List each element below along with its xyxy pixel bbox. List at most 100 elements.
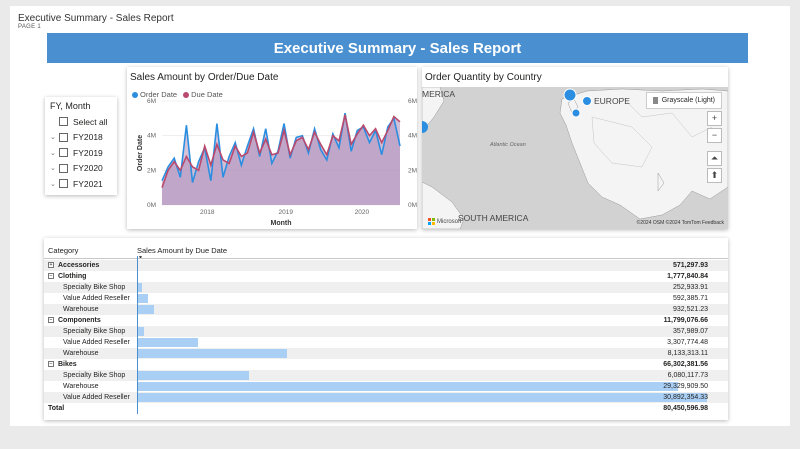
map-label-america: MERICA xyxy=(422,89,456,99)
slicer-title: FY, Month xyxy=(50,101,91,111)
map-attribution[interactable]: ©2024 OSM ©2024 TomTom Feedback xyxy=(636,220,724,226)
data-bar xyxy=(137,305,155,314)
y-tick-label-left: 4M xyxy=(147,133,156,140)
data-bar xyxy=(137,338,199,347)
row-value: 8,133,313.11 xyxy=(667,350,708,357)
microsoft-logo: Microsoft xyxy=(428,218,461,225)
legend-due-date[interactable]: Due Date xyxy=(183,90,223,99)
row-value: 11,799,076.66 xyxy=(663,317,708,324)
data-bar xyxy=(137,382,679,391)
table-row[interactable]: Warehouse 8,133,313.11 xyxy=(44,348,728,359)
table-row[interactable]: Value Added Reseller 3,307,774.48 xyxy=(44,337,728,348)
map-bubble xyxy=(582,96,592,106)
y-tick-label-left: 2M xyxy=(147,167,156,174)
compass-icon[interactable]: ⬆ xyxy=(707,168,722,183)
slicer-item-fy2019[interactable]: ⌄ FY2019 xyxy=(50,145,112,161)
table-row[interactable]: Value Added Reseller 592,385.71 xyxy=(44,293,728,304)
row-label: Specialty Bike Shop xyxy=(63,284,126,291)
data-bar xyxy=(137,371,250,380)
sales-matrix[interactable]: Category Sales Amount by Due Date ▼ +Acc… xyxy=(44,238,728,420)
table-row[interactable]: Specialty Bike Shop 252,933.91 xyxy=(44,282,728,293)
country-map[interactable]: Order Quantity by Country MERICA EUROPE … xyxy=(422,67,728,229)
y-tick-label-left: 0M xyxy=(147,202,156,209)
row-value: 252,933.91 xyxy=(672,284,708,291)
data-bar xyxy=(137,349,288,358)
expand-icon[interactable]: + xyxy=(48,262,54,269)
row-label: − Components xyxy=(48,317,101,324)
y-axis-label: Order Date xyxy=(137,135,144,171)
column-divider xyxy=(137,256,138,414)
y-tick-label-right: 2M xyxy=(408,167,417,174)
table-row[interactable]: Value Added Reseller 30,892,354.33 xyxy=(44,392,728,403)
page-label: PAGE 1 xyxy=(18,24,42,30)
checkbox[interactable] xyxy=(59,148,68,158)
table-row[interactable]: Warehouse 932,521.23 xyxy=(44,304,728,315)
x-tick-label: 2018 xyxy=(200,209,215,216)
slicer-item-select-all[interactable]: Select all xyxy=(50,114,112,130)
zoom-in-icon[interactable]: + xyxy=(707,111,722,126)
microsoft-logo-icon xyxy=(428,218,435,225)
row-label: Value Added Reseller xyxy=(63,339,130,346)
slicer-item-fy2021[interactable]: ⌄ FY2021 xyxy=(50,176,112,192)
chevron-down-icon[interactable]: ⌄ xyxy=(50,165,56,173)
total-row[interactable]: Total 80,450,596.98 xyxy=(44,403,728,414)
row-label: Warehouse xyxy=(63,306,99,313)
slicer-item-fy2020[interactable]: ⌄ FY2020 xyxy=(50,161,112,177)
y-tick-label-left: 6M xyxy=(147,98,156,105)
sales-line-chart[interactable]: Sales Amount by Order/Due Date Order Dat… xyxy=(127,67,417,229)
map-label-south-america: SOUTH AMERICA xyxy=(458,213,529,223)
map-bubble xyxy=(563,88,577,102)
data-bar xyxy=(137,294,148,303)
table-row[interactable]: Warehouse 29,329,909.50 xyxy=(44,381,728,392)
row-value: 571,297.93 xyxy=(672,262,708,269)
collapse-icon[interactable]: − xyxy=(48,317,54,324)
line-chart-plot[interactable]: 0M 0M 2M 2M 4M 4M 6M 6M 2018 2019 2020 Month Order D… xyxy=(127,67,417,229)
chevron-down-icon[interactable]: ⌄ xyxy=(50,180,56,188)
row-label: Warehouse xyxy=(63,350,99,357)
y-tick-label-right: 0M xyxy=(408,202,417,209)
map-canvas[interactable]: MERICA EUROPE Atlantic Ocean SOUTH AMERI… xyxy=(422,87,728,229)
table-row[interactable]: + Accessories 571,297.93 xyxy=(44,260,728,271)
table-row[interactable]: Specialty Bike Shop 357,989.07 xyxy=(44,326,728,337)
chevron-down-icon[interactable]: ⌄ xyxy=(50,149,56,157)
document-title: Executive Summary - Sales Report xyxy=(18,13,174,24)
row-value: 592,385.71 xyxy=(672,295,708,302)
checkbox[interactable] xyxy=(59,163,68,173)
collapse-icon[interactable]: − xyxy=(48,273,54,280)
chevron-down-icon[interactable]: ⌄ xyxy=(50,134,56,142)
tilt-icon[interactable]: ⏶ xyxy=(707,151,722,166)
map-landmass xyxy=(422,87,728,229)
table-header: Category Sales Amount by Due Date ▼ xyxy=(44,242,728,261)
column-header-category[interactable]: Category xyxy=(48,246,79,255)
row-label: Warehouse xyxy=(63,383,99,390)
row-label: Value Added Reseller xyxy=(63,295,130,302)
x-tick-label: 2020 xyxy=(355,209,370,216)
y-tick-label-right: 6M xyxy=(408,98,417,105)
checkbox[interactable] xyxy=(59,132,68,142)
table-row[interactable]: − Clothing 1,777,840.84 xyxy=(44,271,728,282)
column-header-sales[interactable]: Sales Amount by Due Date xyxy=(137,246,228,255)
checkbox[interactable] xyxy=(59,179,68,189)
data-bar xyxy=(137,327,144,336)
collapse-icon[interactable]: − xyxy=(48,361,54,368)
zoom-out-icon[interactable]: − xyxy=(707,128,722,143)
legend-order-date[interactable]: Order Date xyxy=(132,90,177,99)
row-value: 6,080,117.73 xyxy=(667,372,708,379)
y-tick-label-right: 4M xyxy=(408,133,417,140)
checkbox[interactable] xyxy=(59,117,68,127)
fy-month-slicer[interactable]: FY, Month Select all ⌄ FY2018 ⌄ FY2019 ⌄ FY202… xyxy=(45,97,117,195)
map-style-button[interactable]: Grayscale (Light) xyxy=(645,92,722,109)
table-row[interactable]: Specialty Bike Shop 6,080,117.73 xyxy=(44,370,728,381)
row-value: 30,892,354.33 xyxy=(663,394,708,401)
slicer-item-fy2018[interactable]: ⌄ FY2018 xyxy=(50,130,112,146)
row-value: 66,302,381.56 xyxy=(663,361,708,368)
map-bubble xyxy=(422,121,428,133)
row-label: − Clothing xyxy=(48,273,87,280)
map-style-icon xyxy=(652,97,658,104)
row-label: Total xyxy=(48,405,65,412)
row-label: − Bikes xyxy=(48,361,77,368)
table-row[interactable]: − Components 11,799,076.66 xyxy=(44,315,728,326)
slicer-item-label: FY2019 xyxy=(73,147,103,158)
map-label-europe: EUROPE xyxy=(594,96,630,106)
table-row[interactable]: − Bikes 66,302,381.56 xyxy=(44,359,728,370)
